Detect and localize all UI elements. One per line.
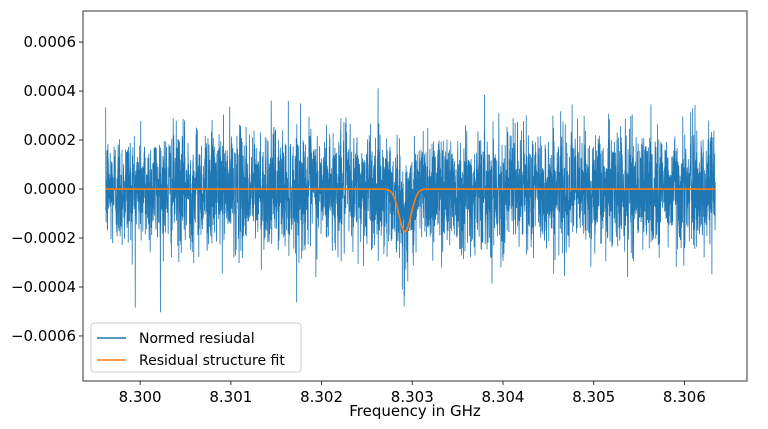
legend-label-normed-residual: Normed resiudal bbox=[139, 331, 255, 347]
legend: Normed resiudal Residual structure fit bbox=[90, 322, 302, 373]
x-tick-label: 8.304 bbox=[482, 388, 525, 406]
y-tick-label: 0.0006 bbox=[24, 33, 77, 51]
y-tick-label: −0.0006 bbox=[11, 327, 76, 345]
legend-label-structure-fit: Residual structure fit bbox=[139, 353, 285, 369]
x-tick-label: 8.305 bbox=[572, 388, 615, 406]
series-residual-structure-fit bbox=[105, 188, 716, 233]
plot-frame bbox=[82, 10, 748, 382]
x-tick-label: 8.301 bbox=[209, 388, 252, 406]
y-tick-label: −0.0004 bbox=[11, 278, 76, 296]
x-tick-label: 8.303 bbox=[391, 388, 434, 406]
y-tick-label: 0.0000 bbox=[24, 180, 77, 198]
series-normed-residual bbox=[105, 88, 716, 313]
x-tick-label: 8.302 bbox=[300, 388, 343, 406]
y-tick-label: 0.0004 bbox=[24, 82, 77, 100]
y-tick-label: −0.0002 bbox=[11, 229, 76, 247]
x-axis-label: Frequency in GHz bbox=[349, 402, 481, 420]
x-tick-label: 8.306 bbox=[663, 388, 706, 406]
x-tick-label: 8.300 bbox=[119, 388, 162, 406]
y-tick-label: 0.0002 bbox=[24, 131, 77, 149]
